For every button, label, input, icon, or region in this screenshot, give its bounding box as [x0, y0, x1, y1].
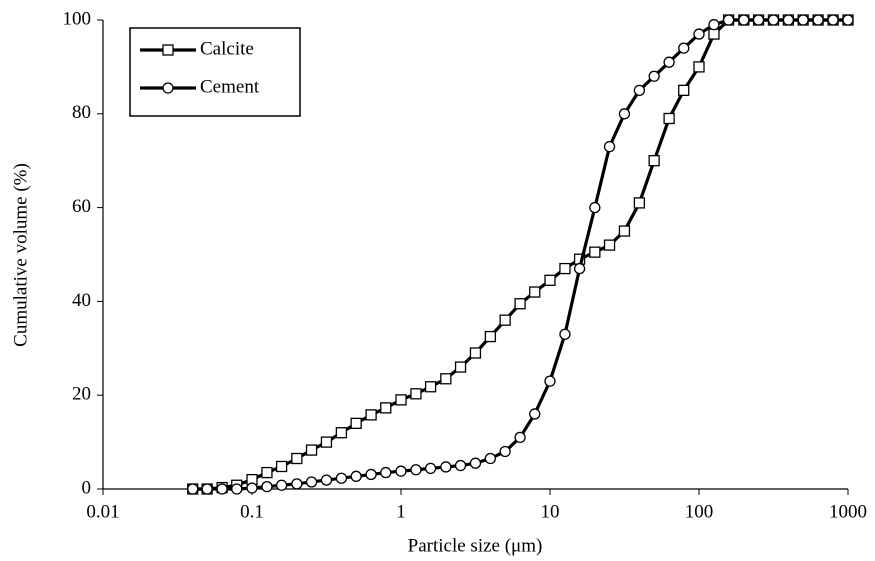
data-point [454, 361, 467, 373]
data-point [529, 408, 541, 420]
legend-box [129, 27, 301, 117]
data-point [589, 201, 601, 214]
data-point [842, 14, 854, 26]
data-point [261, 481, 273, 493]
data-point [275, 460, 288, 473]
data-point [454, 459, 467, 472]
data-point [603, 239, 616, 251]
data-point [678, 42, 690, 54]
data-point [648, 70, 660, 82]
data-point [350, 470, 362, 482]
data-point [380, 466, 392, 479]
x-tick-label: 100 [685, 501, 714, 522]
data-point [395, 394, 407, 406]
data-point [440, 461, 452, 473]
data-point [291, 478, 303, 490]
data-point [797, 14, 809, 26]
data-point [201, 483, 213, 495]
y-axis-label: Cumulative volume (%) [10, 163, 31, 347]
data-point [708, 19, 720, 31]
data-point [544, 375, 556, 387]
y-tick-label: 100 [63, 8, 92, 29]
data-point [589, 246, 601, 258]
data-point [261, 466, 273, 479]
x-tick-label: 10 [541, 501, 560, 522]
data-point [633, 197, 646, 209]
data-point [291, 452, 303, 465]
data-point [752, 14, 765, 26]
data-point [305, 444, 318, 456]
data-point [633, 84, 646, 96]
data-point [693, 28, 705, 40]
data-point [424, 462, 437, 475]
data-point [320, 436, 333, 448]
data-point [618, 108, 631, 120]
data-point [544, 274, 556, 286]
data-point [246, 482, 258, 494]
data-point [648, 155, 660, 167]
data-point [424, 381, 437, 393]
data-point [618, 225, 631, 237]
data-point [484, 452, 497, 465]
data-point [514, 431, 526, 444]
data-point [216, 483, 228, 495]
legend-marker [162, 82, 174, 94]
data-point [469, 347, 482, 359]
data-point [335, 472, 348, 484]
data-point [708, 28, 720, 40]
data-point [559, 328, 571, 340]
data-point [514, 298, 526, 310]
data-point [231, 483, 243, 495]
data-point [187, 483, 199, 495]
data-point [469, 457, 482, 469]
x-tick-label: 0.1 [240, 501, 264, 522]
x-tick-label: 0.01 [86, 501, 119, 522]
data-point [335, 427, 348, 439]
data-point [782, 14, 795, 26]
y-tick-label: 40 [72, 290, 91, 311]
data-point [603, 140, 616, 153]
data-point [722, 14, 735, 26]
y-tick-label: 20 [72, 384, 91, 405]
data-point [440, 373, 452, 385]
data-point [499, 314, 511, 326]
data-point [678, 84, 690, 96]
y-tick-label: 0 [82, 477, 92, 498]
legend-label: Calcite [200, 38, 254, 59]
data-point [410, 464, 422, 476]
y-tick-label: 80 [72, 102, 91, 123]
data-point [767, 14, 780, 26]
y-tick-label: 60 [72, 196, 91, 217]
data-point [693, 61, 705, 73]
data-point [365, 468, 377, 481]
data-point [812, 14, 824, 26]
legend-label: Cement [200, 76, 260, 97]
data-point [499, 445, 511, 458]
data-point [484, 330, 497, 343]
data-point [827, 14, 839, 26]
data-point [663, 112, 675, 125]
data-point [573, 262, 586, 275]
data-point [559, 262, 571, 275]
x-tick-label: 1000 [829, 501, 867, 522]
data-point [275, 479, 288, 491]
data-point [320, 474, 333, 486]
data-point [738, 14, 750, 26]
data-point [365, 409, 377, 421]
data-point [410, 388, 422, 400]
x-axis-label: Particle size (μm) [408, 535, 543, 556]
x-tick-label: 1 [396, 501, 406, 522]
data-point [350, 417, 362, 429]
data-point [395, 465, 407, 477]
data-point [529, 286, 541, 298]
legend-marker [162, 44, 174, 56]
data-point [663, 56, 675, 68]
data-point [305, 476, 318, 488]
data-point [380, 402, 392, 414]
